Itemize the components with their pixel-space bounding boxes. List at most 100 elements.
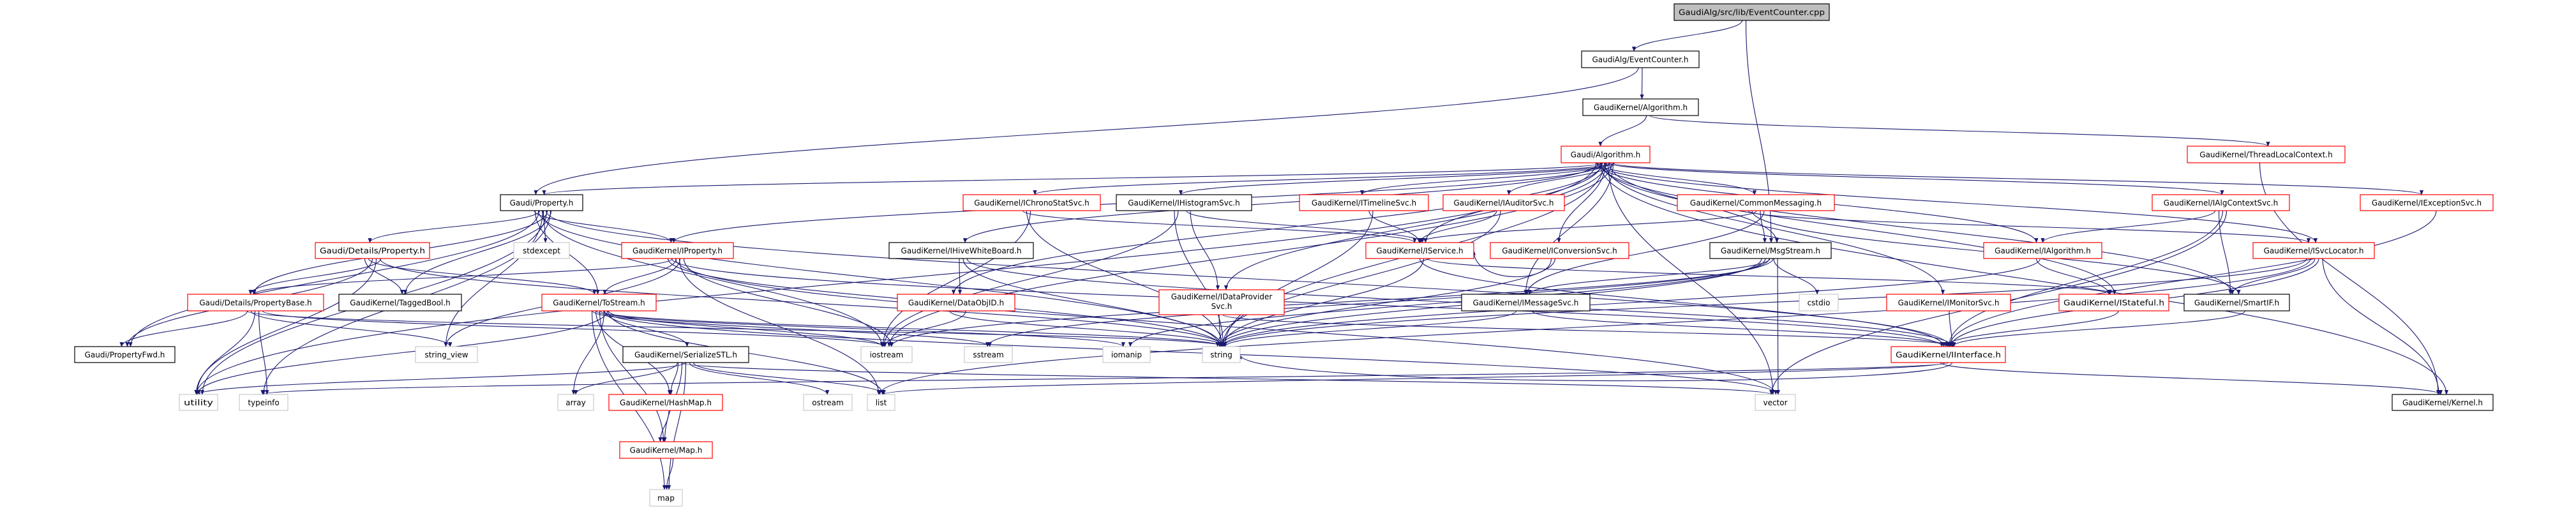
node-box[interactable] [1709, 242, 1832, 259]
node-label: Gaudi/Details/Property.h [320, 246, 425, 255]
node-label: GaudiAlg/EventCounter.h [1592, 56, 1688, 64]
node-box[interactable] [1891, 346, 2006, 363]
node-box[interactable] [1561, 146, 1651, 163]
node-box[interactable] [2187, 146, 2346, 163]
edge-gaudi-details-propertybase-h-to-gaudi-propertyfwd-h [119, 310, 248, 347]
node-box[interactable] [541, 294, 657, 311]
node-gaudikernel-hashmap-h[interactable]: GaudiKernel/HashMap.h [608, 394, 723, 411]
node-box[interactable] [1677, 194, 1835, 211]
node-label: GaudiKernel/IDataProvider Svc.h [1171, 292, 1273, 311]
node-label: array [565, 398, 585, 407]
node-gaudikernel-idataprovidersvc-h[interactable]: GaudiKernel/IDataProvider Svc.h [1158, 289, 1285, 315]
node-gaudi-property-h[interactable]: Gaudi/Property.h [500, 194, 583, 211]
node-gaudikernel-ihistogramsvc-h[interactable]: GaudiKernel/IHistogramSvc.h [1116, 194, 1252, 211]
node-gaudikernel-iconversionsvc-h[interactable]: GaudiKernel/IConversionSvc.h [1490, 242, 1629, 259]
node-box[interactable] [1299, 194, 1429, 211]
node-gaudikernel-smartif-h[interactable]: GaudiKernel/SmartIF.h [2183, 294, 2290, 311]
node-box[interactable] [1581, 50, 1700, 68]
node-box[interactable] [1158, 289, 1285, 315]
node-map: map [649, 489, 683, 507]
edge-gaudi-algorithm-h-to-gaudikernel-itimelinesvc-h [1360, 162, 1611, 195]
edge-gaudikernel-iinterface-h-to-gaudikernel-kernel-h [1940, 362, 2443, 395]
node-sstream: sstream [964, 346, 1013, 363]
edge-gaudi-algorithm-h-to-gaudikernel-kernel-h [1599, 162, 2449, 395]
node-gaudikernel-ichronostatsvc-h[interactable]: GaudiKernel/IChronoStatSvc.h [962, 194, 1101, 211]
node-gaudikernel-iproperty-h[interactable]: GaudiKernel/IProperty.h [621, 242, 734, 259]
node-gaudikernel-istateful-h[interactable]: GaudiKernel/IStateful.h [2058, 294, 2169, 311]
node-box[interactable] [315, 242, 430, 259]
edge-gaudi-property-h-to-stdexcept [543, 210, 548, 243]
node-label: GaudiKernel/IConversionSvc.h [1502, 246, 1617, 255]
node-box[interactable] [1116, 194, 1252, 211]
node-box[interactable] [619, 441, 713, 459]
node-box [1799, 294, 1839, 311]
node-gaudikernel-kernel-h[interactable]: GaudiKernel/Kernel.h [2392, 394, 2494, 411]
node-box[interactable] [962, 194, 1101, 211]
node-gaudi-propertyfwd-h[interactable]: Gaudi/PropertyFwd.h [74, 346, 176, 363]
node-box[interactable] [2392, 394, 2494, 411]
node-box[interactable] [187, 294, 324, 311]
node-box[interactable] [2360, 194, 2494, 211]
node-gaudikernel-itimelinesvc-h[interactable]: GaudiKernel/ITimelineSvc.h [1299, 194, 1429, 211]
edge-gaudikernel-serializestl-h-to-map [667, 362, 687, 490]
node-box[interactable] [1886, 294, 2011, 311]
node-box[interactable] [2058, 294, 2169, 311]
node-gaudikernel-ihivewhiteboard-h[interactable]: GaudiKernel/IHiveWhiteBoard.h [888, 242, 1034, 259]
node-gaudi-details-property-h[interactable]: Gaudi/Details/Property.h [315, 242, 430, 259]
node-gaudialg-eventcounter-h[interactable]: GaudiAlg/EventCounter.h [1581, 50, 1700, 68]
node-gaudikernel-iservice-h[interactable]: GaudiKernel/IService.h [1365, 242, 1474, 259]
node-box[interactable] [897, 294, 1015, 311]
edge-gaudikernel-isvclocator-h-to-gaudikernel-kernel-h [2322, 258, 2441, 395]
node-gaudi-details-propertybase-h[interactable]: Gaudi/Details/PropertyBase.h [187, 294, 324, 311]
node-label: GaudiKernel/IExceptionSvc.h [2372, 199, 2482, 207]
node-gaudikernel-iauditorsvc-h[interactable]: GaudiKernel/IAuditorSvc.h [1442, 194, 1565, 211]
node-box[interactable] [1461, 294, 1591, 311]
node-gaudikernel-threadlocalcontext-h[interactable]: GaudiKernel/ThreadLocalContext.h [2187, 146, 2346, 163]
node-gaudikernel-imessagesvc-h[interactable]: GaudiKernel/IMessageSvc.h [1461, 294, 1591, 311]
node-box[interactable] [1674, 3, 1830, 21]
node-label: map [657, 494, 675, 503]
node-gaudikernel-iexceptionsvc-h[interactable]: GaudiKernel/IExceptionSvc.h [2360, 194, 2494, 211]
node-label: ostream [812, 398, 843, 407]
node-gaudikernel-tostream-h[interactable]: GaudiKernel/ToStream.h [541, 294, 657, 311]
edge-gaudikernel-iexceptionsvc-h-to-gaudikernel-iinterface-h [1947, 210, 2437, 347]
node-box[interactable] [2252, 242, 2375, 259]
node-box[interactable] [2152, 194, 2290, 211]
node-box[interactable] [608, 394, 723, 411]
node-box[interactable] [1365, 242, 1474, 259]
node-gaudikernel-msgstream-h[interactable]: GaudiKernel/MsgStream.h [1709, 242, 1832, 259]
node-box[interactable] [500, 194, 583, 211]
node-gaudikernel-imonitorsvc-h[interactable]: GaudiKernel/IMonitorSvc.h [1886, 294, 2011, 311]
node-gaudikernel-taggedbool-h[interactable]: GaudiKernel/TaggedBool.h [338, 294, 462, 311]
node-gaudikernel-iinterface-h[interactable]: GaudiKernel/IInterface.h [1891, 346, 2006, 363]
node-label: list [876, 398, 887, 407]
node-string-view: string_view [415, 346, 478, 363]
node-gaudikernel-serializestl-h[interactable]: GaudiKernel/SerializeSTL.h [622, 346, 749, 363]
edge-gaudi-algorithm-h-to-gaudi-property-h [542, 162, 1604, 195]
node-gaudikernel-isvclocator-h[interactable]: GaudiKernel/ISvcLocator.h [2252, 242, 2375, 259]
node-box[interactable] [621, 242, 734, 259]
node-box[interactable] [74, 346, 176, 363]
node-gaudikernel-ialgorithm-h[interactable]: GaudiKernel/IAlgorithm.h [1983, 242, 2102, 259]
node-box[interactable] [622, 346, 749, 363]
node-box[interactable] [338, 294, 462, 311]
node-gaudikernel-map-h[interactable]: GaudiKernel/Map.h [619, 441, 713, 459]
node-box[interactable] [2183, 294, 2290, 311]
node-gaudikernel-algorithm-h[interactable]: GaudiKernel/Algorithm.h [1582, 98, 1699, 116]
node-gaudikernel-ialgcontextsvc-h[interactable]: GaudiKernel/IAlgContextSvc.h [2152, 194, 2290, 211]
node-box[interactable] [888, 242, 1034, 259]
edge-gaudikernel-serializestl-h-to-array [573, 362, 678, 395]
edge-gaudikernel-commonmessaging-h-to-gaudikernel-isvclocator-h [1748, 210, 2310, 243]
node-box[interactable] [1983, 242, 2102, 259]
node-gaudialg-src-lib-eventcounter-cpp[interactable]: GaudiAlg/src/lib/EventCounter.cpp [1674, 3, 1830, 21]
edge-gaudikernel-iproperty-h-to-vector [675, 258, 1778, 395]
node-box[interactable] [1490, 242, 1629, 259]
edge-gaudialg-src-lib-eventcounter-cpp-to-gaudialg-eventcounter-h [1631, 20, 1743, 52]
edge-gaudikernel-tostream-h-to-gaudikernel-map-h [599, 310, 666, 442]
edge-gaudikernel-map-h-to-map [664, 458, 674, 490]
node-gaudi-algorithm-h[interactable]: Gaudi/Algorithm.h [1561, 146, 1651, 163]
node-box[interactable] [1442, 194, 1565, 211]
node-box[interactable] [1582, 98, 1699, 116]
node-gaudikernel-commonmessaging-h[interactable]: GaudiKernel/CommonMessaging.h [1677, 194, 1835, 211]
node-gaudikernel-dataobjid-h[interactable]: GaudiKernel/DataObjID.h [897, 294, 1015, 311]
